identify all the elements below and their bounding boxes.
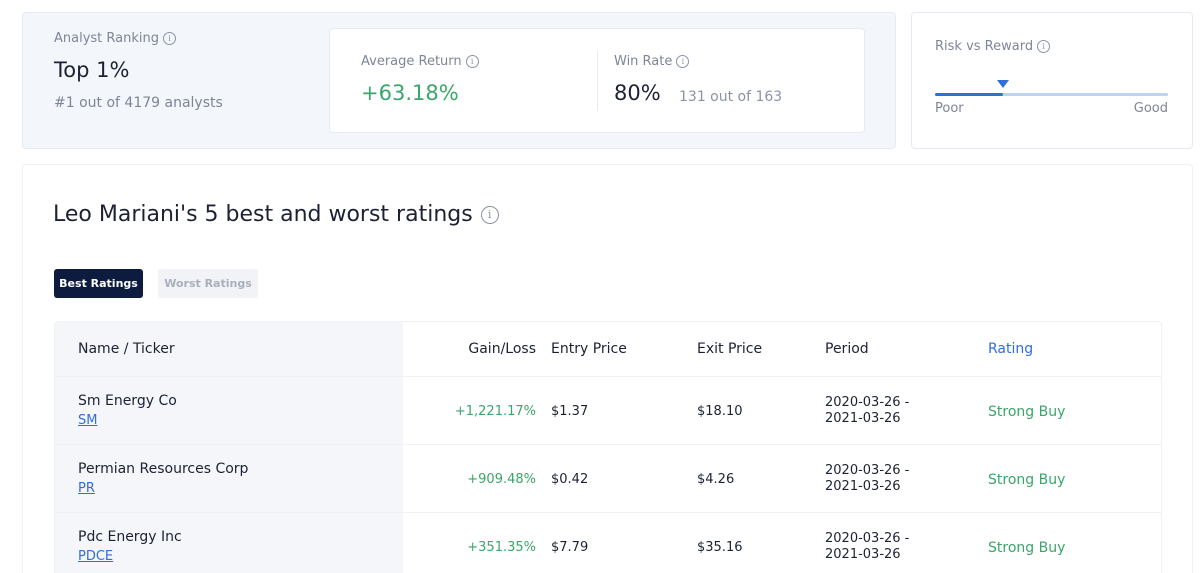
entry-price: $1.37: [551, 404, 589, 419]
info-icon[interactable]: i: [163, 32, 176, 45]
win-rate-label-text: Win Rate: [614, 54, 673, 69]
info-icon[interactable]: i: [465, 55, 479, 68]
gain-loss: +351.35%: [467, 540, 536, 555]
column-header-entry[interactable]: Entry Price: [551, 341, 627, 357]
gain-loss: +909.48%: [467, 472, 536, 487]
column-header-period[interactable]: Period: [825, 341, 869, 357]
ratings-section: Leo Mariani's 5 best and worst ratings i …: [22, 164, 1193, 573]
period: 2020-03-26 - 2021-03-26: [825, 463, 910, 494]
column-header-exit[interactable]: Exit Price: [697, 341, 763, 357]
name-column-background: [55, 322, 403, 573]
analyst-ranking-label: Analyst Ranking i: [54, 31, 176, 46]
risk-fill: [935, 93, 1003, 96]
info-icon[interactable]: i: [1037, 40, 1051, 53]
ticker-link[interactable]: PR: [78, 481, 95, 496]
risk-reward-label: Risk vs Reward i: [935, 39, 1051, 54]
stats-box: Average Return i +63.18% Win Rate i 80% 13…: [329, 28, 865, 133]
table-row: Pdc Energy Inc PDCE +351.35% $7.79 $35.1…: [55, 513, 1161, 573]
gain-loss: +1,221.17%: [454, 404, 536, 419]
analyst-ranking-subtext: #1 out of 4179 analysts: [54, 95, 223, 111]
info-icon[interactable]: i: [480, 206, 499, 224]
ratings-title: Leo Mariani's 5 best and worst ratings i: [53, 202, 499, 227]
table-row: Permian Resources Corp PR +909.48% $0.42…: [55, 445, 1161, 513]
ratings-table: Name / Ticker Gain/Loss Entry Price Exit…: [54, 321, 1162, 573]
average-return-label-text: Average Return: [361, 54, 462, 69]
risk-track: [935, 93, 1168, 96]
risk-marker-icon: [996, 80, 1009, 88]
table-row: Sm Energy Co SM +1,221.17% $1.37 $18.10 …: [55, 377, 1161, 445]
column-header-rating[interactable]: Rating: [988, 341, 1034, 357]
risk-reward-card: Risk vs Reward i Poor Good: [911, 12, 1193, 149]
analyst-ranking-value: Top 1%: [54, 58, 130, 82]
risk-poor-label: Poor: [935, 101, 964, 116]
analyst-ranking-card: Analyst Ranking i Top 1% #1 out of 4179 a…: [22, 12, 896, 149]
win-rate-label: Win Rate i: [614, 54, 690, 69]
ticker-link[interactable]: SM: [78, 413, 98, 428]
period: 2020-03-26 - 2021-03-26: [825, 395, 910, 426]
ratings-title-text: Leo Mariani's 5 best and worst ratings: [53, 202, 473, 227]
tab-worst-ratings[interactable]: Worst Ratings: [158, 269, 258, 298]
rating: Strong Buy: [988, 404, 1066, 420]
table-header-row: Name / Ticker Gain/Loss Entry Price Exit…: [55, 322, 1161, 377]
entry-price: $7.79: [551, 540, 589, 555]
column-header-name[interactable]: Name / Ticker: [78, 341, 175, 357]
entry-price: $0.42: [551, 472, 589, 487]
exit-price: $18.10: [697, 404, 743, 419]
exit-price: $35.16: [697, 540, 743, 555]
rating: Strong Buy: [988, 540, 1066, 556]
stats-divider: [597, 51, 598, 111]
risk-good-label: Good: [1133, 101, 1168, 116]
period: 2020-03-26 - 2021-03-26: [825, 531, 910, 562]
win-rate-value: 80%: [614, 81, 661, 105]
tab-best-ratings[interactable]: Best Ratings: [54, 269, 143, 298]
rating: Strong Buy: [988, 472, 1066, 488]
risk-reward-label-text: Risk vs Reward: [935, 39, 1034, 54]
info-icon[interactable]: i: [676, 55, 690, 68]
win-rate-subtext: 131 out of 163: [679, 89, 783, 105]
company-name: Permian Resources Corp: [78, 461, 249, 477]
average-return-value: +63.18%: [361, 81, 459, 105]
column-header-gain[interactable]: Gain/Loss: [468, 341, 536, 357]
ticker-link[interactable]: PDCE: [78, 549, 114, 564]
company-name: Sm Energy Co: [78, 393, 177, 409]
company-name: Pdc Energy Inc: [78, 529, 182, 545]
exit-price: $4.26: [697, 472, 735, 487]
analyst-ranking-label-text: Analyst Ranking: [54, 31, 159, 46]
average-return-label: Average Return i: [361, 54, 479, 69]
